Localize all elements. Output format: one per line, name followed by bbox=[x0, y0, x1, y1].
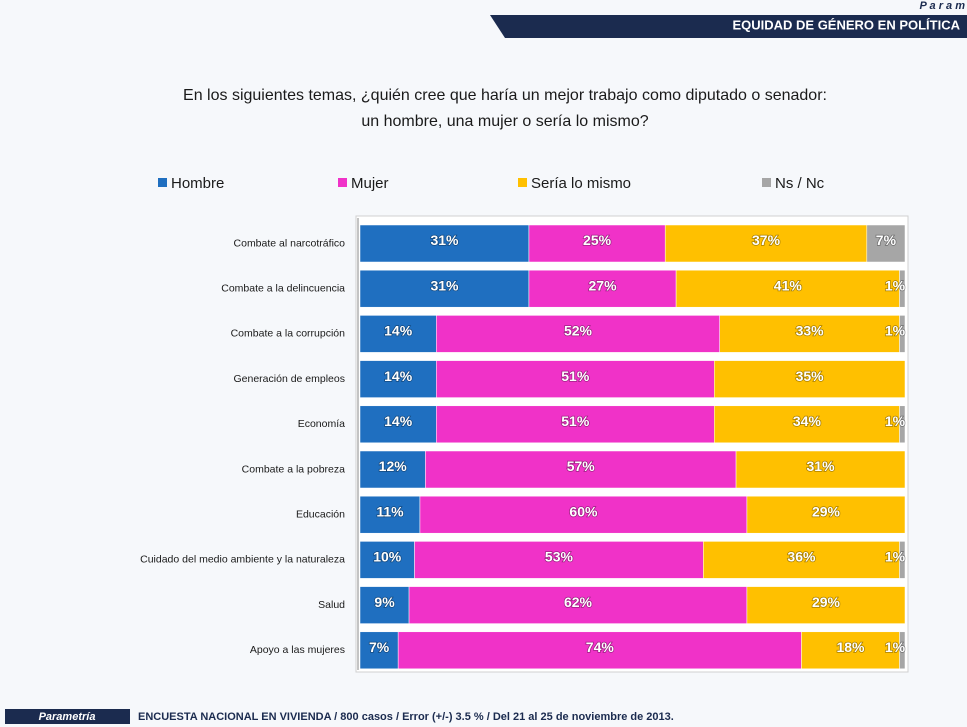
title-line: un hombre, una mujer o sería lo mismo? bbox=[361, 113, 648, 130]
data-label: 52% bbox=[564, 323, 593, 339]
title-line: En los siguientes temas, ¿quién cree que… bbox=[183, 87, 827, 104]
legend-label: Sería lo mismo bbox=[531, 175, 631, 192]
bar-segment bbox=[528, 269, 677, 308]
category-label: Generación de empleos bbox=[234, 373, 346, 385]
data-label: 33% bbox=[796, 323, 825, 339]
data-label: 1% bbox=[885, 323, 906, 339]
category-label: Apoyo a las mujeres bbox=[250, 644, 345, 656]
data-label: 29% bbox=[812, 503, 841, 519]
bar-segment bbox=[436, 315, 720, 353]
data-label: 74% bbox=[586, 639, 615, 655]
bar-segment bbox=[746, 495, 906, 534]
footer-text: ENCUESTA NACIONAL EN VIVIENDA / 800 caso… bbox=[138, 711, 674, 723]
bar-segment bbox=[436, 405, 715, 444]
bar-segment bbox=[359, 586, 410, 624]
bar-segment bbox=[899, 269, 906, 308]
data-label: 37% bbox=[752, 232, 781, 248]
bar-segment bbox=[359, 224, 530, 263]
data-label: 11% bbox=[376, 503, 404, 519]
bar-segment bbox=[414, 541, 704, 579]
bar-segment bbox=[359, 450, 426, 489]
data-label: 7% bbox=[369, 639, 390, 655]
data-label: 51% bbox=[561, 413, 590, 429]
data-label: 29% bbox=[812, 594, 841, 610]
bar-segment bbox=[899, 315, 906, 353]
data-label: 18% bbox=[836, 639, 865, 655]
data-label: 62% bbox=[564, 594, 593, 610]
bar-segment bbox=[359, 269, 530, 308]
data-label: 31% bbox=[430, 277, 459, 293]
bar-segment bbox=[899, 541, 906, 579]
category-label: Educación bbox=[296, 508, 345, 520]
data-label: 35% bbox=[796, 368, 825, 384]
data-label: 25% bbox=[583, 232, 612, 248]
bar-segment bbox=[899, 405, 906, 444]
bar-segment bbox=[359, 360, 437, 398]
category-label: Economía bbox=[298, 418, 345, 430]
data-label: 14% bbox=[384, 323, 413, 339]
data-label: 9% bbox=[374, 594, 395, 610]
data-label: 34% bbox=[793, 413, 822, 429]
data-label: 31% bbox=[807, 458, 836, 474]
header-band bbox=[490, 15, 967, 38]
data-label: 14% bbox=[384, 413, 413, 429]
bar-segment bbox=[359, 631, 399, 670]
bar-segment bbox=[436, 360, 715, 398]
legend-label: Hombre bbox=[171, 175, 224, 192]
category-label: Combate al narcotráfico bbox=[234, 237, 346, 249]
bar-segment bbox=[714, 360, 906, 398]
legend-label: Ns / Nc bbox=[775, 175, 825, 192]
bar-segment bbox=[408, 586, 748, 624]
bar-segment bbox=[899, 631, 906, 670]
category-label: Cuidado del medio ambiente y la naturale… bbox=[140, 554, 345, 566]
legend-label: Mujer bbox=[351, 175, 389, 192]
category-label: Combate a la corrupción bbox=[231, 328, 346, 340]
bar-segment bbox=[746, 586, 906, 624]
bar-segment bbox=[866, 224, 906, 263]
bar-segment bbox=[664, 224, 868, 263]
bar-segment bbox=[425, 450, 737, 489]
data-label: 1% bbox=[885, 277, 906, 293]
legend-swatch bbox=[762, 178, 771, 187]
bar-segment bbox=[719, 315, 900, 353]
category-label: Combate a la delincuencia bbox=[221, 282, 345, 294]
data-label: 31% bbox=[430, 232, 459, 248]
data-label: 10% bbox=[373, 549, 402, 565]
bar-segment bbox=[359, 315, 437, 353]
data-label: 53% bbox=[545, 549, 574, 565]
legend-swatch bbox=[338, 178, 347, 187]
brand: P a r a m bbox=[920, 0, 966, 12]
bar-segment bbox=[703, 541, 900, 579]
data-label: 57% bbox=[567, 458, 596, 474]
bar-segment bbox=[801, 631, 900, 670]
category-label: Salud bbox=[318, 599, 345, 611]
bar-segment bbox=[735, 450, 906, 489]
legend-swatch bbox=[518, 178, 527, 187]
data-label: 12% bbox=[379, 458, 408, 474]
bar-segment bbox=[675, 269, 900, 308]
data-label: 1% bbox=[885, 639, 906, 655]
data-label: 1% bbox=[885, 413, 906, 429]
bar-segment bbox=[528, 224, 666, 263]
bar-segment bbox=[419, 495, 748, 534]
legend-swatch bbox=[158, 178, 167, 187]
footer-logo-box bbox=[5, 709, 130, 724]
footer-logo: Parametría bbox=[39, 711, 96, 723]
data-label: 7% bbox=[876, 232, 897, 248]
bar-segment bbox=[359, 405, 437, 444]
data-label: 51% bbox=[561, 368, 590, 384]
data-label: 60% bbox=[569, 503, 598, 519]
bar-segment bbox=[397, 631, 802, 670]
data-label: 41% bbox=[774, 277, 803, 293]
bar-segment bbox=[359, 541, 415, 579]
data-label: 27% bbox=[589, 277, 618, 293]
header-title: EQUIDAD DE GÉNERO EN POLÍTICA bbox=[732, 17, 960, 32]
category-label: Combate a la pobreza bbox=[242, 463, 345, 475]
bar-segment bbox=[359, 495, 421, 534]
data-label: 14% bbox=[384, 368, 413, 384]
data-label: 36% bbox=[787, 549, 816, 565]
data-label: 1% bbox=[885, 549, 906, 565]
